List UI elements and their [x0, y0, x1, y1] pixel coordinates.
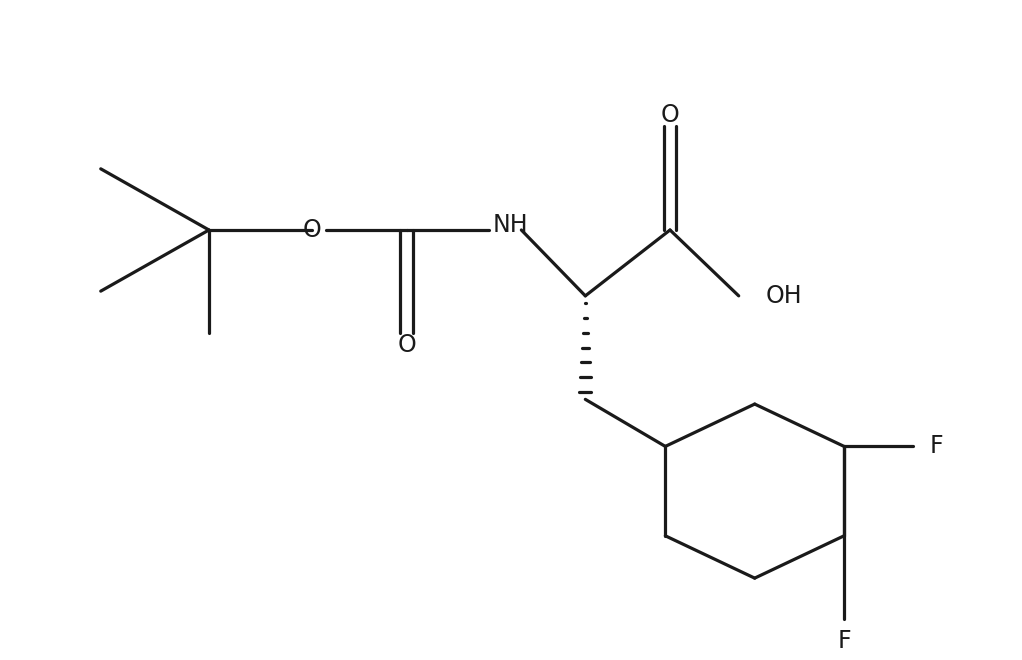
Text: OH: OH	[766, 284, 802, 308]
Text: O: O	[304, 218, 322, 242]
Text: NH: NH	[493, 213, 528, 238]
Text: F: F	[837, 629, 851, 653]
Text: O: O	[660, 103, 680, 127]
Text: F: F	[930, 434, 943, 459]
Text: O: O	[398, 333, 416, 357]
